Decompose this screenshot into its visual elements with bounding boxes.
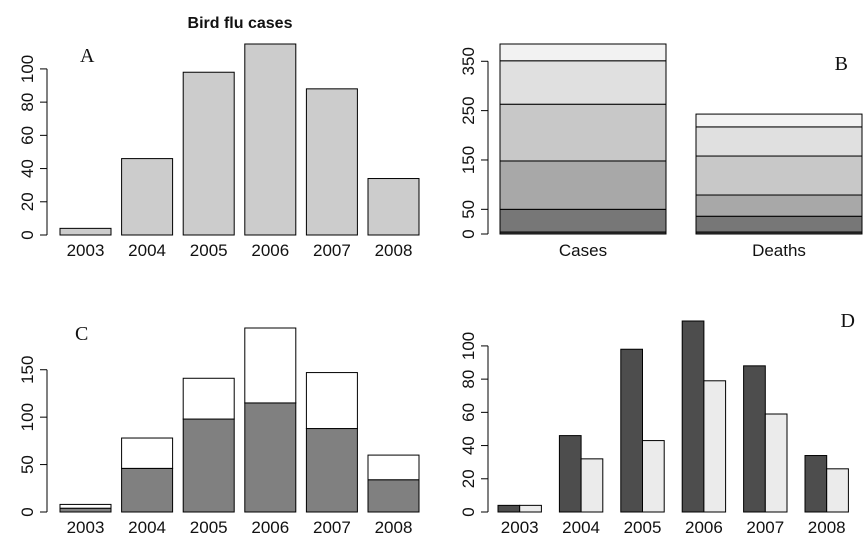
bar-segment [499,43,667,62]
bar [620,348,643,513]
x-tick-label: 2008 [375,241,413,260]
y-tick-label: 20 [459,469,478,488]
bar [826,468,849,513]
bar-segment [244,327,297,404]
y-tick-label: 40 [459,436,478,455]
y-tick-label: 40 [18,159,37,178]
bar-segment [499,60,667,105]
panel-label: B [835,53,848,75]
x-tick-label: 2008 [808,518,846,537]
bar [642,440,665,513]
bar-segment [305,372,358,430]
chart-title: Bird flu cases [188,15,293,32]
y-tick-label: 100 [18,55,37,83]
x-tick-label: 2005 [624,518,662,537]
x-tick-label: 2003 [67,241,105,260]
bar-segment [244,402,297,513]
bar-segment [121,467,174,513]
y-tick-label: 60 [459,403,478,422]
bar-segment [59,507,112,513]
bar [367,178,420,236]
y-tick-label: 20 [18,192,37,211]
bar [497,504,521,513]
x-tick-label: 2005 [190,518,228,537]
y-tick-label: 0 [18,230,37,239]
x-tick-label: 2005 [190,241,228,260]
bar-segment [182,418,235,513]
panel-label: C [75,323,88,345]
bar-segment [499,160,667,210]
bar-segment [121,437,174,469]
bar-segment [499,103,667,162]
bar [182,71,235,236]
panel-label: A [80,45,95,67]
y-tick-label: 250 [459,96,478,124]
bar-segment [695,113,863,128]
y-tick-label: 350 [459,47,478,75]
bar-segment [695,194,863,217]
bar-segment [695,215,863,233]
bar-segment [499,208,667,233]
panel-label: D [841,310,855,332]
x-tick-label: 2004 [562,518,600,537]
y-tick-label: 0 [18,507,37,516]
bar [558,435,582,513]
y-tick-label: 100 [18,403,37,431]
bar [59,227,112,236]
bar [244,43,297,236]
bar-segment [182,377,235,420]
bar-segment [59,503,112,509]
bar [580,458,604,513]
x-tick-label: 2003 [67,518,105,537]
x-tick-label: 2007 [746,518,784,537]
x-tick-label: 2007 [313,518,351,537]
bar [764,413,788,513]
bar [681,320,705,513]
x-tick-label: 2006 [685,518,723,537]
y-tick-label: 0 [459,507,478,516]
y-tick-label: 0 [459,229,478,238]
x-tick-label: 2007 [313,241,351,260]
x-tick-label: 2004 [128,241,166,260]
bar-segment [367,454,420,481]
x-tick-label: Deaths [752,241,806,260]
y-tick-label: 150 [18,356,37,384]
x-tick-label: 2006 [251,241,289,260]
y-tick-label: 150 [459,146,478,174]
bar [519,504,542,513]
y-tick-label: 60 [18,126,37,145]
bar [121,158,174,236]
bar-segment [695,155,863,196]
x-tick-label: 2003 [501,518,539,537]
y-tick-label: 50 [459,200,478,219]
x-tick-label: 2006 [251,518,289,537]
y-tick-label: 50 [18,455,37,474]
bar [743,365,766,513]
bar-segment [695,126,863,157]
bar [305,88,358,236]
bar [703,380,727,513]
bar-segment [305,428,358,513]
bar-segment [367,479,420,513]
y-tick-label: 80 [459,370,478,389]
x-tick-label: 2008 [375,518,413,537]
bar [804,455,828,513]
x-tick-label: Cases [559,241,607,260]
y-tick-label: 100 [459,332,478,360]
x-tick-label: 2004 [128,518,166,537]
y-tick-label: 80 [18,93,37,112]
